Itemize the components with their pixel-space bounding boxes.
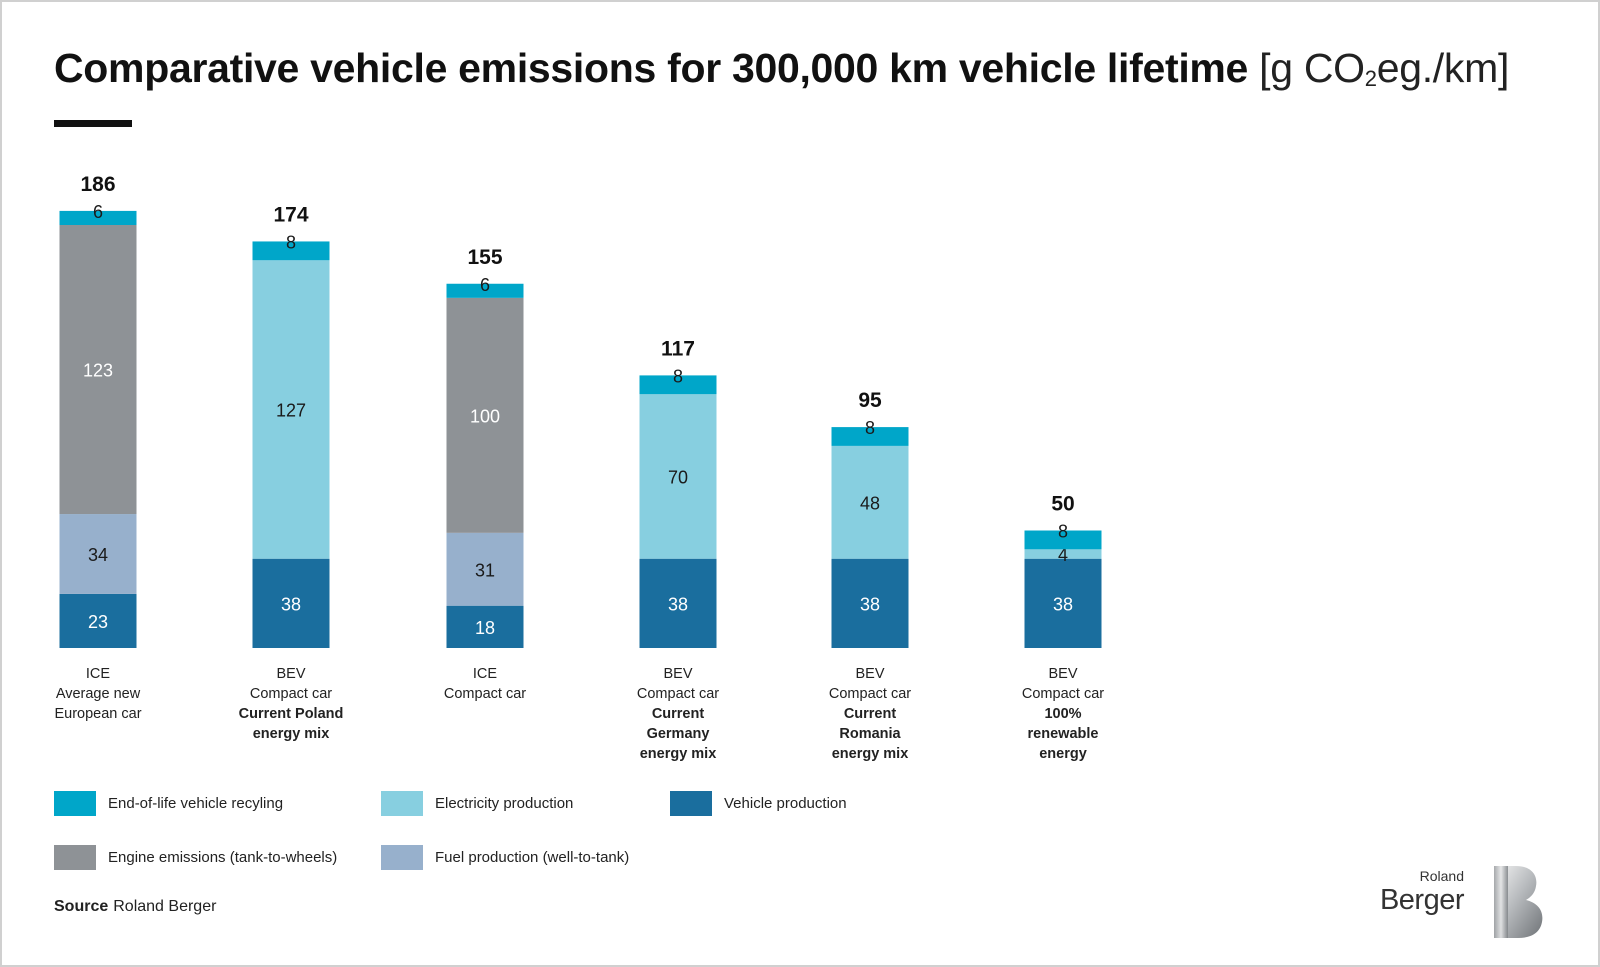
bar-segment [446, 283, 524, 298]
legend-label: Electricity production [435, 794, 574, 812]
data-label: 38 [281, 594, 301, 614]
legend-item-electricity: Electricity production [381, 790, 573, 816]
data-label: 6 [93, 202, 103, 222]
total-label: 117 [661, 337, 695, 360]
legend-item-fuel-production: Fuel production (well-to-tank) [381, 844, 629, 870]
bar-segment [446, 532, 524, 606]
total-label: 95 [858, 389, 882, 412]
bar-segment [831, 558, 909, 648]
legend-swatch [54, 844, 96, 870]
logo-text-roland: Roland [1419, 868, 1464, 884]
roland-berger-logo: Roland Berger [1380, 866, 1546, 940]
category-label: BEV Compact car Current Romania energy mix [828, 666, 912, 762]
data-label: 8 [865, 418, 875, 438]
unit-suffix: eg./km] [1376, 45, 1510, 91]
bar-segment [59, 210, 137, 225]
bar-segment [1024, 558, 1102, 648]
data-label: 4 [1058, 545, 1068, 565]
data-label: 70 [668, 467, 688, 487]
data-label: 18 [475, 618, 495, 638]
data-label: 31 [475, 560, 495, 580]
bar-segment [446, 297, 524, 533]
legend-swatch [54, 790, 96, 816]
source-note: Source Roland Berger [54, 898, 216, 916]
data-label: 34 [88, 545, 108, 565]
total-label: 155 [467, 246, 502, 269]
bar-segment [252, 558, 330, 648]
legend-label: End-of-life vehicle recyling [108, 794, 284, 812]
chart-title-main: Comparative vehicle emissions for 300,00… [54, 45, 1249, 91]
data-label: 127 [276, 400, 306, 420]
legend-swatch [670, 790, 712, 816]
data-label: 6 [480, 275, 490, 295]
unit-prefix: [g CO [1259, 45, 1365, 91]
bar-segment [831, 445, 909, 559]
category-label: ICE Compact car [443, 666, 527, 702]
data-label: 8 [673, 366, 683, 386]
data-label: 100 [470, 406, 500, 426]
bar-segment [446, 605, 524, 648]
legend-label: Vehicle production [724, 794, 847, 812]
data-label: 23 [88, 612, 108, 632]
total-label: 50 [1051, 493, 1074, 516]
bar-segment [252, 241, 330, 261]
category-label: BEV Compact car Current Germany energy mix [636, 666, 720, 762]
bar-segment [639, 375, 717, 395]
data-label: 123 [83, 361, 113, 381]
legend-item-engine-emissions: Engine emissions (tank-to-wheels) [54, 844, 337, 870]
bar-segment [1024, 549, 1102, 559]
chart-title-unit: [g CO2eg./km] [1259, 45, 1509, 91]
bar-segment [59, 514, 137, 594]
title-underline [54, 120, 132, 127]
total-label: 174 [273, 203, 308, 226]
legend-swatch [381, 790, 423, 816]
legend-label: Fuel production (well-to-tank) [435, 848, 630, 866]
data-label: 8 [1058, 522, 1068, 542]
bar-segment [831, 427, 909, 446]
logo-text-berger: Berger [1379, 884, 1465, 916]
data-label: 8 [286, 232, 296, 252]
category-label: BEV Compact car 100% renewable energy [1021, 666, 1105, 762]
bar-segment [59, 593, 137, 648]
source-text: Roland Berger [113, 898, 217, 915]
bar-segment [1024, 530, 1102, 550]
chart-title: Comparative vehicle emissions for 300,00… [54, 42, 1584, 94]
logo-b-mark-icon [1494, 866, 1543, 938]
total-label: 186 [80, 173, 115, 196]
legend-item-vehicle-production: Vehicle production [670, 790, 847, 816]
legend-item-end-of-life: End-of-life vehicle recyling [54, 790, 283, 816]
data-label: 38 [668, 594, 688, 614]
data-label: 38 [860, 594, 880, 614]
unit-subscript: 2 [1364, 66, 1377, 91]
bar-segment [639, 394, 717, 559]
category-label: BEV Compact car Current Poland energy mix [238, 666, 344, 742]
bar-segment [252, 260, 330, 559]
bar-segment [639, 558, 717, 648]
legend-swatch [381, 844, 423, 870]
legend-label: Engine emissions (tank-to-wheels) [108, 848, 338, 866]
data-label: 48 [860, 493, 880, 513]
data-label: 38 [1053, 594, 1073, 614]
source-label: Source [54, 898, 109, 915]
bar-segment [59, 225, 137, 515]
category-label: ICE Average new European car [54, 666, 142, 722]
